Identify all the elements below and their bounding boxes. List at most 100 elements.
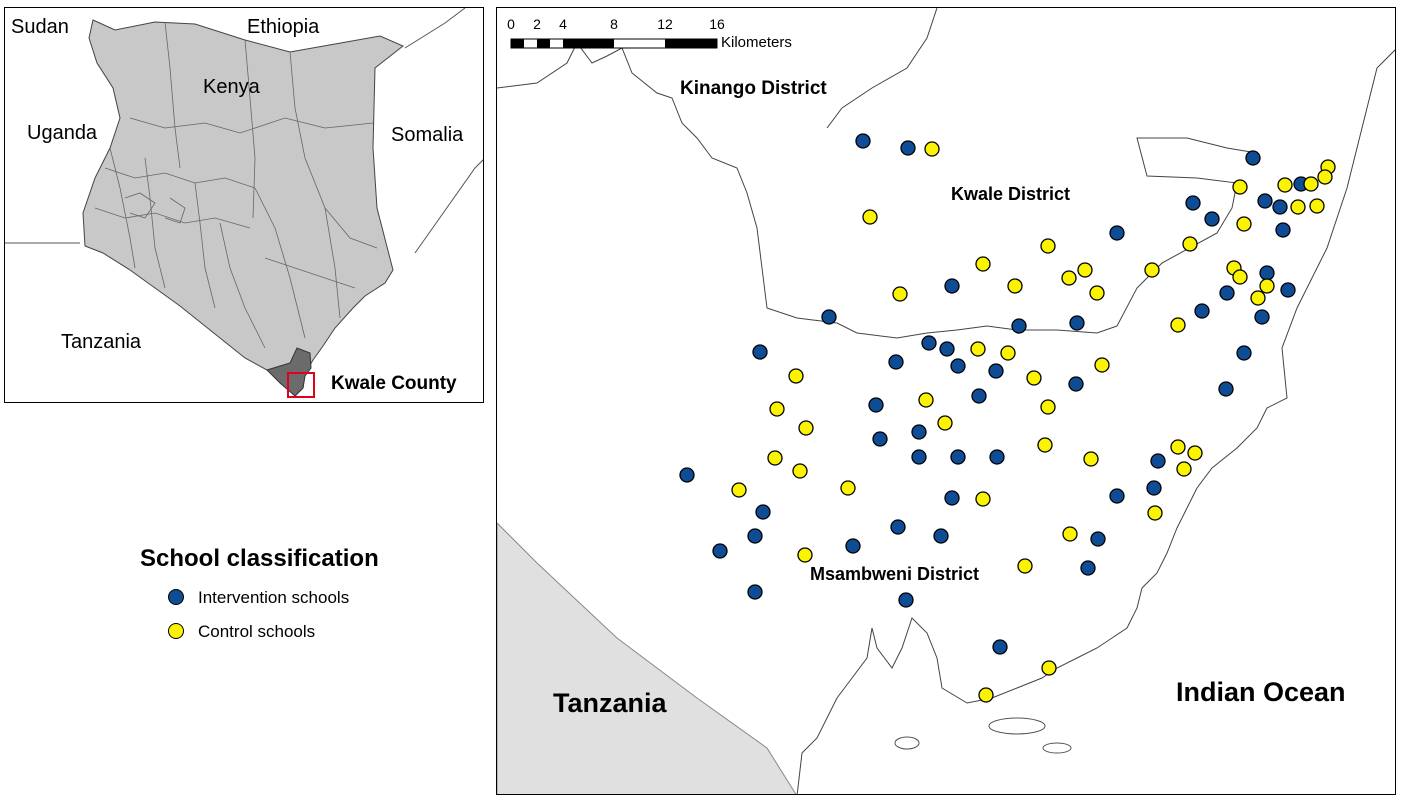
district-boundary-kinango bbox=[497, 42, 1118, 339]
somalia-coast-line bbox=[414, 159, 483, 254]
control-school-marker bbox=[1250, 290, 1266, 306]
control-school-marker bbox=[1040, 238, 1056, 254]
control-school-marker bbox=[798, 420, 814, 436]
control-school-marker bbox=[1041, 660, 1057, 676]
intervention-school-marker bbox=[1245, 150, 1261, 166]
control-school-marker bbox=[1077, 262, 1093, 278]
control-school-marker bbox=[937, 415, 953, 431]
intervention-school-marker bbox=[1185, 195, 1201, 211]
intervention-school-marker bbox=[890, 519, 906, 535]
intervention-school-marker bbox=[747, 584, 763, 600]
intervention-school-marker bbox=[1080, 560, 1096, 576]
intervention-marker-icon bbox=[168, 589, 184, 605]
control-school-marker bbox=[1083, 451, 1099, 467]
control-school-marker bbox=[1176, 461, 1192, 477]
control-school-marker bbox=[1303, 176, 1319, 192]
main-map-svg bbox=[497, 8, 1395, 794]
ethiopia-label: Ethiopia bbox=[247, 16, 320, 38]
intervention-school-marker bbox=[971, 388, 987, 404]
intervention-school-marker bbox=[821, 309, 837, 325]
intervention-school-marker bbox=[1011, 318, 1027, 334]
control-school-marker bbox=[767, 450, 783, 466]
intervention-school-marker bbox=[944, 278, 960, 294]
intervention-school-marker bbox=[1204, 211, 1220, 227]
intervention-school-marker bbox=[1259, 265, 1275, 281]
control-school-marker bbox=[1040, 399, 1056, 415]
intervention-school-marker bbox=[900, 140, 916, 156]
control-school-marker bbox=[1000, 345, 1016, 361]
tanzania-label: Tanzania bbox=[553, 688, 667, 718]
intervention-school-marker bbox=[872, 431, 888, 447]
control-school-marker bbox=[1236, 216, 1252, 232]
intervention-school-marker bbox=[752, 344, 768, 360]
control-school-marker bbox=[788, 368, 804, 384]
inset-map: Sudan Ethiopia Kenya Uganda Somalia Tanz… bbox=[4, 7, 484, 403]
ethiopia-somalia-border bbox=[404, 8, 466, 49]
intervention-school-marker bbox=[989, 449, 1005, 465]
intervention-school-marker bbox=[1068, 376, 1084, 392]
kinango-district-label: Kinango District bbox=[680, 78, 827, 99]
intervention-school-marker bbox=[950, 358, 966, 374]
scale-tick-label: 0 bbox=[507, 16, 515, 32]
intervention-school-marker bbox=[921, 335, 937, 351]
island-shape bbox=[894, 736, 920, 750]
control-school-marker bbox=[975, 491, 991, 507]
control-school-marker bbox=[1182, 236, 1198, 252]
intervention-school-marker bbox=[988, 363, 1004, 379]
control-school-marker bbox=[797, 547, 813, 563]
intervention-school-marker bbox=[1109, 225, 1125, 241]
control-school-marker bbox=[1170, 439, 1186, 455]
scale-tick-label: 8 bbox=[610, 16, 618, 32]
control-school-marker bbox=[731, 482, 747, 498]
schools-layer bbox=[679, 133, 1336, 703]
district-boundary-kwale-east bbox=[1116, 137, 1258, 327]
island-shape bbox=[1042, 742, 1072, 754]
intervention-school-marker bbox=[1150, 453, 1166, 469]
control-marker-icon bbox=[168, 623, 184, 639]
control-school-marker bbox=[918, 392, 934, 408]
control-school-marker bbox=[1094, 357, 1110, 373]
tanzania-land-shape bbox=[497, 522, 797, 794]
legend-item-label: Control schools bbox=[198, 622, 316, 641]
control-school-marker bbox=[1259, 278, 1275, 294]
control-school-marker bbox=[1317, 169, 1333, 185]
tanzania-label: Tanzania bbox=[61, 331, 142, 353]
intervention-school-marker bbox=[911, 424, 927, 440]
control-school-marker bbox=[1061, 270, 1077, 286]
coastline bbox=[796, 49, 1395, 794]
control-school-marker bbox=[1007, 278, 1023, 294]
control-school-marker bbox=[1144, 262, 1160, 278]
scale-tick-label: 2 bbox=[533, 16, 541, 32]
control-school-marker bbox=[1089, 285, 1105, 301]
control-school-marker bbox=[769, 401, 785, 417]
intervention-school-marker bbox=[1254, 309, 1270, 325]
control-school-marker bbox=[970, 341, 986, 357]
intervention-school-marker bbox=[1257, 193, 1273, 209]
intervention-school-marker bbox=[755, 504, 771, 520]
control-school-marker bbox=[924, 141, 940, 157]
legend: School classification Intervention schoo… bbox=[140, 545, 440, 655]
intervention-school-marker bbox=[1272, 199, 1288, 215]
kenya-district-lines bbox=[94, 21, 378, 349]
sudan-label: Sudan bbox=[11, 16, 69, 38]
control-school-marker bbox=[1290, 199, 1306, 215]
intervention-school-marker bbox=[747, 528, 763, 544]
intervention-school-marker bbox=[944, 490, 960, 506]
control-school-marker bbox=[1232, 269, 1248, 285]
intervention-school-marker bbox=[992, 639, 1008, 655]
intervention-school-marker bbox=[933, 528, 949, 544]
scale-tick-label: 4 bbox=[559, 16, 567, 32]
legend-item-label: Intervention schools bbox=[198, 588, 350, 607]
intervention-school-marker bbox=[888, 354, 904, 370]
control-school-marker bbox=[1170, 317, 1186, 333]
msambweni-district-label: Msambweni District bbox=[810, 564, 980, 584]
scale-tick-label: 16 bbox=[709, 16, 725, 32]
intervention-school-marker bbox=[898, 592, 914, 608]
control-school-marker bbox=[1187, 445, 1203, 461]
somalia-label: Somalia bbox=[391, 124, 464, 146]
intervention-school-marker bbox=[1146, 480, 1162, 496]
kwale-district-label: Kwale District bbox=[951, 184, 1071, 204]
control-school-marker bbox=[792, 463, 808, 479]
island-shape bbox=[988, 717, 1046, 735]
scale-unit-label: Kilometers bbox=[721, 34, 792, 51]
